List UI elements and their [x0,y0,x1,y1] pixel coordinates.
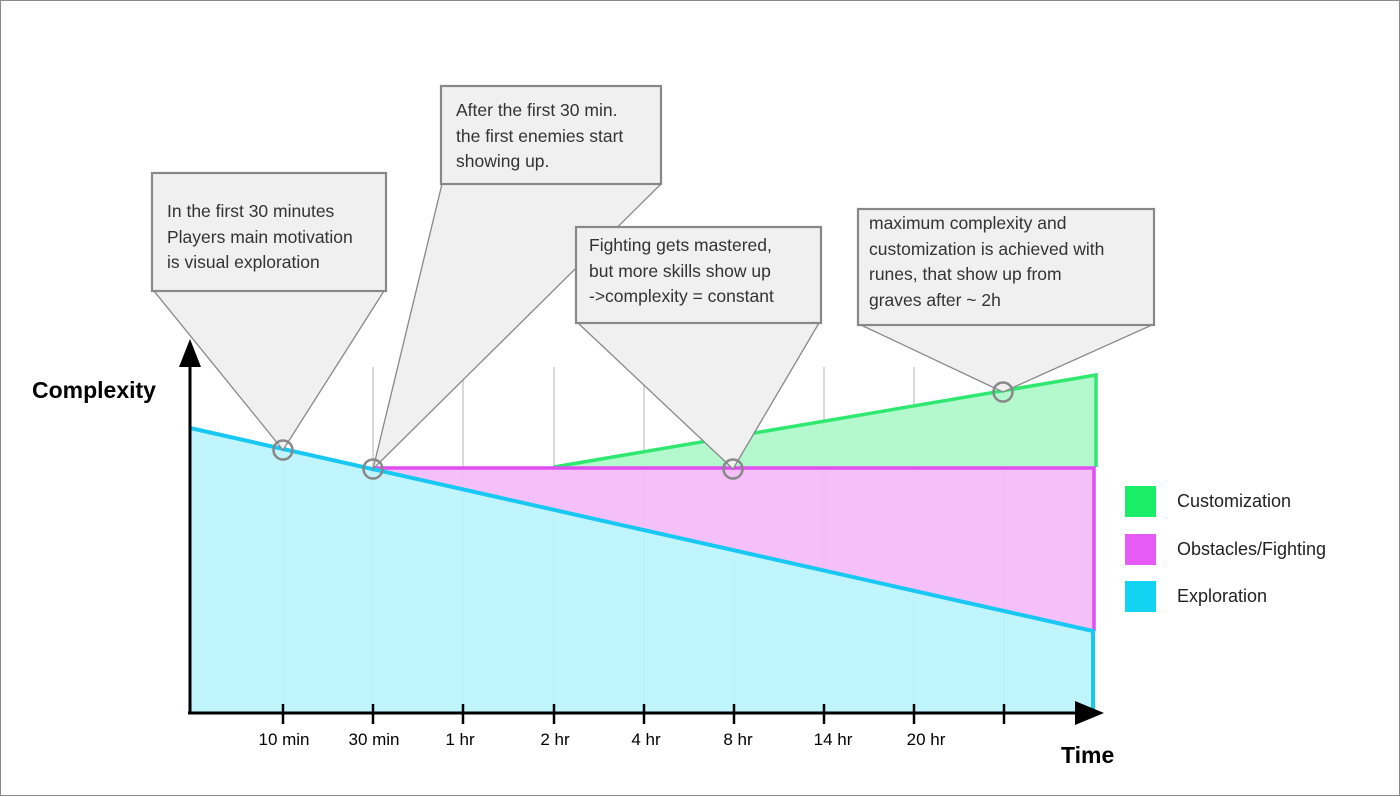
callout-markers [272,381,1014,480]
tick-label-14hr: 14 hr [813,730,853,749]
legend-item-fighting: Obstacles/Fighting [1125,533,1326,565]
callout-3-shape [574,225,823,471]
callout-4-line-4: graves after ~ 2h [869,289,1001,310]
callout-4-line-2: customization is achieved with [869,238,1105,259]
callout-2-line-1: After the first 30 min. [456,100,618,120]
legend-label-fighting: Obstacles/Fighting [1177,538,1327,559]
callout-1-shape [150,171,388,452]
callout-3-line-2: but more skills show up [589,260,771,281]
x-axis-arrow [1075,701,1104,725]
marker-30min [362,458,384,480]
legend-label-customization: Customization [1177,490,1292,511]
callout-1-text: In the first 30 minutes Players main mot… [167,199,353,276]
callout-2-line-2: the first enemies start [456,125,624,146]
marker-10min [272,439,294,461]
callout-3-text: Fighting gets mastered, but more skills … [589,233,774,310]
legend-label-exploration: Exploration [1177,585,1268,606]
legend-swatch-customization [1125,485,1156,517]
legend-swatch-exploration [1125,580,1156,612]
x-axis-ticks [281,704,1006,724]
callout-4-text: maximum complexity and customization is … [869,211,1104,313]
y-axis-title: Complexity [32,377,156,403]
callout-1-line-2: Players main motivation [167,226,353,247]
legend-item-customization: Customization [1125,485,1291,517]
callout-4-shape [856,207,1156,393]
tick-label-2hr: 2 hr [540,730,570,749]
tick-label-20hr: 20 hr [906,730,946,749]
callout-1-line-3: is visual exploration [167,252,320,272]
tick-label-4hr: 4 hr [631,730,661,749]
callout-4-line-1: maximum complexity and [869,213,1067,233]
tick-label-10min: 10 min [258,730,310,749]
callout-2-text: After the first 30 min. the first enemie… [456,98,623,175]
callout-3-line-1: Fighting gets mastered, [589,235,772,255]
callout-2-line-3: showing up. [456,151,550,171]
tick-label-30min: 30 min [348,730,400,749]
exploration-line [189,426,1095,712]
x-axis-title: Time [1061,742,1115,768]
y-axis-arrow [179,339,201,367]
callout-4-line-3: runes, that show up from [869,264,1062,284]
tick-label-1hr: 1 hr [445,730,475,749]
legend-item-exploration: Exploration [1125,580,1267,612]
axes [188,361,1081,715]
exploration-area [190,428,1093,712]
callout-3-line-3: ->complexity = constant [589,286,774,306]
fighting-line [373,466,1096,631]
marker-max [992,381,1014,403]
callout-1-line-1: In the first 30 minutes [167,201,335,221]
tick-label-8hr: 8 hr [723,730,753,749]
legend-swatch-fighting [1125,533,1156,565]
marker-8hr [722,458,744,480]
